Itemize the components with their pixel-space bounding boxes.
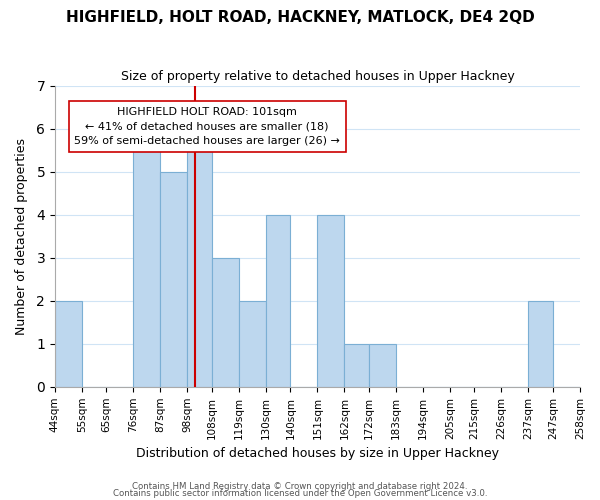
Y-axis label: Number of detached properties: Number of detached properties [15,138,28,334]
Text: Contains HM Land Registry data © Crown copyright and database right 2024.: Contains HM Land Registry data © Crown c… [132,482,468,491]
Bar [239,300,266,387]
Bar [187,128,212,387]
Bar [369,344,396,387]
Bar [344,344,369,387]
Bar [212,258,239,387]
Bar [317,214,344,387]
Bar [133,128,160,387]
Text: Contains public sector information licensed under the Open Government Licence v3: Contains public sector information licen… [113,490,487,498]
Bar [266,214,290,387]
Text: HIGHFIELD HOLT ROAD: 101sqm
← 41% of detached houses are smaller (18)
59% of sem: HIGHFIELD HOLT ROAD: 101sqm ← 41% of det… [74,106,340,146]
Bar [160,172,187,387]
Text: HIGHFIELD, HOLT ROAD, HACKNEY, MATLOCK, DE4 2QD: HIGHFIELD, HOLT ROAD, HACKNEY, MATLOCK, … [65,10,535,25]
Bar [529,300,553,387]
Title: Size of property relative to detached houses in Upper Hackney: Size of property relative to detached ho… [121,70,514,83]
Bar [55,300,82,387]
X-axis label: Distribution of detached houses by size in Upper Hackney: Distribution of detached houses by size … [136,447,499,460]
